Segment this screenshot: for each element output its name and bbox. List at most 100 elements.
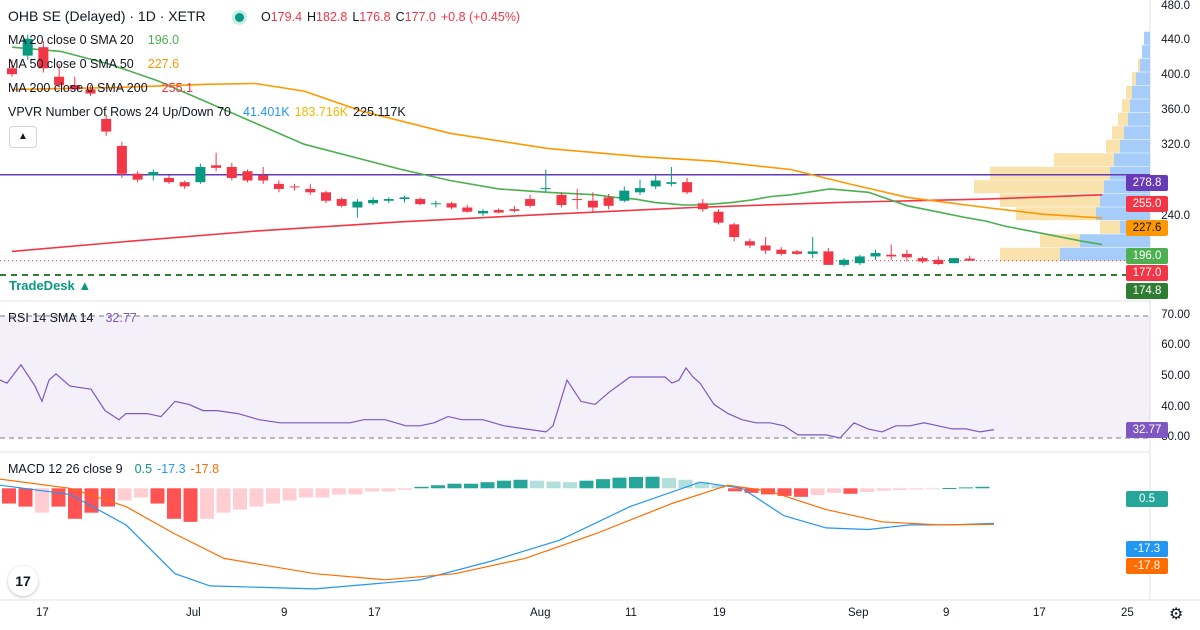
candle-body xyxy=(305,188,316,193)
macd-histogram-bar xyxy=(447,483,462,489)
macd-histogram-bar xyxy=(860,488,874,492)
close-value: 177.0 xyxy=(404,10,436,24)
price-tick: 480.0 xyxy=(1161,0,1190,12)
price-tick: 440.0 xyxy=(1161,34,1190,46)
vpvr-label: VPVR Number Of Rows 24 Up/Down 70 xyxy=(8,105,232,119)
low-value: 176.8 xyxy=(359,10,391,24)
vpvr-down-bar xyxy=(1054,153,1114,167)
candle-body xyxy=(760,245,771,251)
vpvr-down-bar xyxy=(1138,58,1140,72)
macd-histogram-bar xyxy=(233,488,247,510)
vpvr-up-bar xyxy=(1132,85,1150,99)
macd-histogram-bar xyxy=(563,482,577,489)
high-value: 182.8 xyxy=(316,10,348,24)
candle-body xyxy=(54,76,65,86)
candle-body xyxy=(697,203,708,210)
macd-histogram-bar xyxy=(695,482,709,489)
macd-histogram-bar xyxy=(101,488,115,507)
macd-line-value: -17.3 xyxy=(157,462,186,476)
macd-histogram-bar xyxy=(843,488,858,494)
ma20-badge: 196.0 xyxy=(1126,248,1168,264)
candle-body xyxy=(964,258,975,261)
macd-histogram-bar xyxy=(68,488,82,519)
tradingview-logo[interactable]: 17 xyxy=(8,566,38,596)
vpvr-down-bar xyxy=(990,166,1110,180)
macd-signal-line xyxy=(0,478,995,581)
macd-histogram-bar xyxy=(332,488,346,495)
ma50-label: MA 50 close 0 SMA 50 xyxy=(8,57,134,71)
ma50-badge: 227.6 xyxy=(1126,220,1168,236)
candle-body xyxy=(211,165,222,168)
candle-body xyxy=(132,173,143,180)
macd-histogram-bar xyxy=(794,488,808,497)
candle-body xyxy=(823,251,834,265)
candle-body xyxy=(886,254,897,257)
change-value: +0.8 (+0.45%) xyxy=(440,10,521,24)
candle-body xyxy=(430,203,441,205)
candle-body xyxy=(179,182,190,187)
macd-histogram-bar xyxy=(315,488,330,498)
price-tick: 240.0 xyxy=(1161,210,1190,222)
rsi-band xyxy=(0,316,1150,438)
ma200-value: 255.1 xyxy=(161,81,193,95)
candle-body xyxy=(116,145,127,174)
macd-histogram-bar xyxy=(348,488,363,495)
macd-histogram-bar xyxy=(513,479,528,489)
ma20-legend[interactable]: MA 20 close 0 SMA 20 196.0 xyxy=(8,32,184,48)
macd-histogram-bar xyxy=(398,488,412,490)
time-tick: Aug xyxy=(530,607,551,619)
candle-body xyxy=(839,259,850,265)
time-tick: 9 xyxy=(281,607,288,619)
ma50-legend[interactable]: MA 50 close 0 SMA 50 227.6 xyxy=(8,56,184,72)
candle-body xyxy=(870,253,881,257)
candle-body xyxy=(195,167,206,183)
price-tick: 360.0 xyxy=(1161,104,1190,116)
tradedesk-label[interactable]: TradeDesk ▲ xyxy=(9,278,91,293)
vpvr-down-bar xyxy=(974,180,1104,194)
macd-histogram-bar xyxy=(579,480,594,489)
candle-body xyxy=(635,188,645,193)
candle-body xyxy=(572,199,583,201)
ma200-legend[interactable]: MA 200 close 0 SMA 200 255.1 xyxy=(8,80,198,96)
candle-body xyxy=(587,200,598,208)
time-tick: 9 xyxy=(943,607,950,619)
vpvr-legend[interactable]: VPVR Number Of Rows 24 Up/Down 70 41.401K… xyxy=(8,104,411,120)
macd-histogram-bar xyxy=(728,488,742,492)
rsi-legend[interactable]: RSI 14 SMA 14 32.77 xyxy=(8,310,142,326)
candle-body xyxy=(7,68,17,75)
macd-histogram-bar xyxy=(150,488,165,504)
macd-histogram-bar xyxy=(530,480,544,489)
candle-body xyxy=(603,197,614,206)
candle-body xyxy=(148,172,159,176)
time-tick: 17 xyxy=(36,607,49,619)
rsi-tick: 70.00 xyxy=(1161,309,1190,321)
vpvr-up-bar xyxy=(1142,45,1150,59)
status-dot-icon xyxy=(232,10,247,26)
settings-gear-icon[interactable]: ⚙ xyxy=(1169,606,1184,623)
candle-body xyxy=(949,258,959,264)
candle-body xyxy=(776,249,787,254)
candle-body xyxy=(509,209,520,211)
price-tick: 320.0 xyxy=(1161,139,1190,151)
candle-body xyxy=(399,197,410,200)
candle-body xyxy=(525,199,536,206)
collapse-legend-button[interactable]: ▲ xyxy=(9,126,37,148)
ma20-label: MA 20 close 0 SMA 20 xyxy=(8,33,134,47)
time-tick: 25 xyxy=(1121,607,1134,619)
candle-body xyxy=(352,201,363,208)
rsi-line xyxy=(0,363,995,439)
candle-body xyxy=(22,38,33,56)
macd-histogram-bar xyxy=(662,477,676,489)
candle-body xyxy=(619,190,630,201)
candle-body xyxy=(38,47,49,69)
rsi-tick: 50.00 xyxy=(1161,370,1190,382)
chevron-up-icon: ▲ xyxy=(18,131,28,142)
close-label: C xyxy=(395,10,405,24)
rsi-tick: 40.00 xyxy=(1161,401,1190,413)
macd-histogram-bar xyxy=(431,485,445,489)
macd-histogram-bar xyxy=(629,477,643,489)
vpvr-up-bar xyxy=(1144,31,1150,45)
macd-legend[interactable]: MACD 12 26 close 9 0.5 -17.3 -17.8 xyxy=(8,461,224,477)
vpvr-down-bar xyxy=(1040,234,1080,248)
